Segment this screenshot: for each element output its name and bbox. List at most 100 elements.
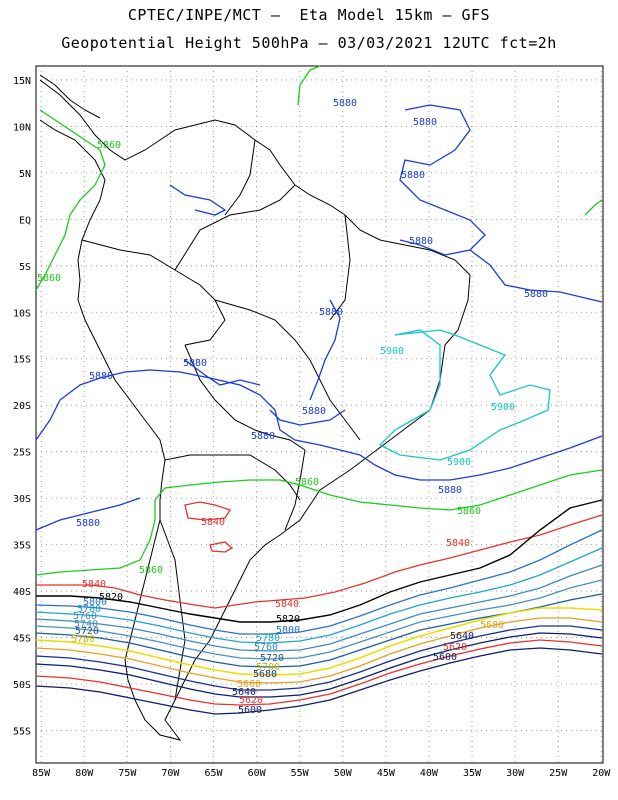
contour-5880-line-1 (35, 369, 603, 481)
contour-5680-line (35, 617, 603, 684)
label-5800-2: 5800 (276, 625, 300, 636)
label-5840-4: 5840 (275, 599, 299, 610)
contour-5740 (35, 579, 603, 660)
contour-5700-line (35, 607, 603, 676)
label-5900-1: 5900 (380, 346, 404, 357)
label-5860-3: 5860 (295, 477, 319, 488)
contour-5700 (35, 607, 603, 676)
country-border-8 (224, 139, 256, 216)
label-5680-1: 5680 (480, 620, 504, 631)
lon-label: 55W (291, 768, 310, 779)
lon-label: 40W (420, 768, 439, 779)
lat-label: 50S (13, 680, 31, 691)
country-border-9 (329, 214, 351, 321)
contour-5660-line (35, 625, 603, 691)
label-5720-2: 5720 (260, 653, 284, 664)
country-border-4 (184, 344, 306, 451)
label-5720-1: 5720 (75, 626, 99, 637)
contour-5820-line (36, 499, 603, 623)
label-5860-2: 5860 (37, 273, 61, 284)
label-5620-1: 5620 (443, 642, 467, 653)
contour-5760-line (35, 564, 603, 652)
contour-5880-line-2 (35, 497, 141, 531)
contour-5780 (35, 547, 603, 644)
contour-5880-line-5 (469, 249, 603, 303)
contour-5840 (36, 501, 603, 609)
country-border-7 (159, 519, 186, 701)
central-america-coast (39, 74, 101, 119)
label-5880-7: 5880 (183, 358, 207, 369)
label-5840-2: 5840 (446, 538, 470, 549)
lon-label: 25W (549, 768, 568, 779)
label-5880-11: 5880 (438, 485, 462, 496)
label-5880-5: 5880 (524, 289, 548, 300)
lon-label: 80W (75, 768, 94, 779)
lat-label: 10N (13, 122, 31, 133)
lat-label: 55S (13, 726, 31, 737)
label-5700-2: 5700 (256, 662, 280, 673)
contour-5800 (35, 529, 603, 635)
contour-5660 (35, 625, 603, 691)
lon-label: 30W (506, 768, 525, 779)
lat-label: 20S (13, 401, 31, 412)
latitude-labels: 15N 10N 5N EQ 5S 10S 15S 20S 25S 30S 35S 40S 45S 50S 5… (13, 76, 31, 738)
label-5840-3: 5840 (82, 579, 106, 590)
label-5760-2: 5760 (254, 642, 278, 653)
south-america-coastline (39, 79, 471, 741)
label-5900-3: 5900 (447, 457, 471, 468)
contour-5880-line-8 (269, 409, 346, 426)
contour-5800-line (35, 529, 603, 635)
lon-label: 35W (463, 768, 482, 779)
label-5640-2: 5640 (232, 687, 256, 698)
lat-label: 45S (13, 634, 31, 645)
contour-5760 (35, 564, 603, 652)
lat-label: 15N (13, 76, 31, 87)
label-5600-1: 5600 (433, 652, 457, 663)
contour-5640 (35, 632, 603, 698)
label-5880-west: 5880 (76, 518, 100, 529)
label-5880-6: 5880 (319, 307, 343, 318)
contour-5900-line (378, 329, 551, 461)
lon-label: 45W (377, 768, 396, 779)
lon-label: 70W (161, 768, 180, 779)
contour-5600-line (35, 647, 603, 715)
contour-5780-line (35, 547, 603, 644)
contour-5720-line (35, 593, 603, 668)
contour-5880-line-3 (309, 299, 341, 401)
contour-5860-line-4 (584, 199, 603, 216)
contour-5620-line (35, 639, 603, 706)
contour-5720 (35, 593, 603, 668)
label-5900-2: 5900 (491, 402, 515, 413)
label-5880-10: 5880 (251, 431, 275, 442)
label-5780-2: 5780 (256, 633, 280, 644)
label-5880-4: 5880 (409, 236, 433, 247)
contour-5880-line-4 (399, 104, 486, 256)
contour-5600 (35, 647, 603, 715)
longitude-labels: 85W 80W 75W 70W 65W 60W 55W 50W 45W 40W 35W 30W 25W 2… (32, 768, 611, 779)
contour-5840-line-1 (36, 514, 603, 609)
contour-5620 (35, 639, 603, 706)
lon-label: 20W (592, 768, 611, 779)
lon-label: 65W (204, 768, 223, 779)
label-5860-5: 5860 (139, 565, 163, 576)
label-5740-1: 5740 (74, 619, 98, 630)
contour-5740-line (35, 579, 603, 660)
lat-label: 25S (13, 448, 31, 459)
country-border-3 (214, 299, 361, 441)
map-title-line2: Geopotential Height 500hPa – 03/03/2021 … (61, 34, 557, 52)
label-5880-3: 5880 (401, 170, 425, 181)
label-5640-1: 5640 (450, 631, 474, 642)
contour-5840-line-3 (209, 541, 234, 553)
label-5820-2: 5820 (276, 614, 300, 625)
label-5860-4: 5860 (457, 506, 481, 517)
contour-5640-line (35, 632, 603, 698)
coastline-borders (39, 74, 471, 741)
country-border-1 (81, 239, 226, 346)
contour-5860 (35, 65, 603, 576)
label-5880-2: 5880 (413, 117, 437, 128)
lat-label: 5S (19, 262, 31, 273)
label-5680-2: 5680 (253, 669, 277, 680)
label-5840-1: 5840 (201, 517, 225, 528)
label-5820-1: 5820 (99, 592, 123, 603)
country-border-5 (284, 449, 306, 531)
